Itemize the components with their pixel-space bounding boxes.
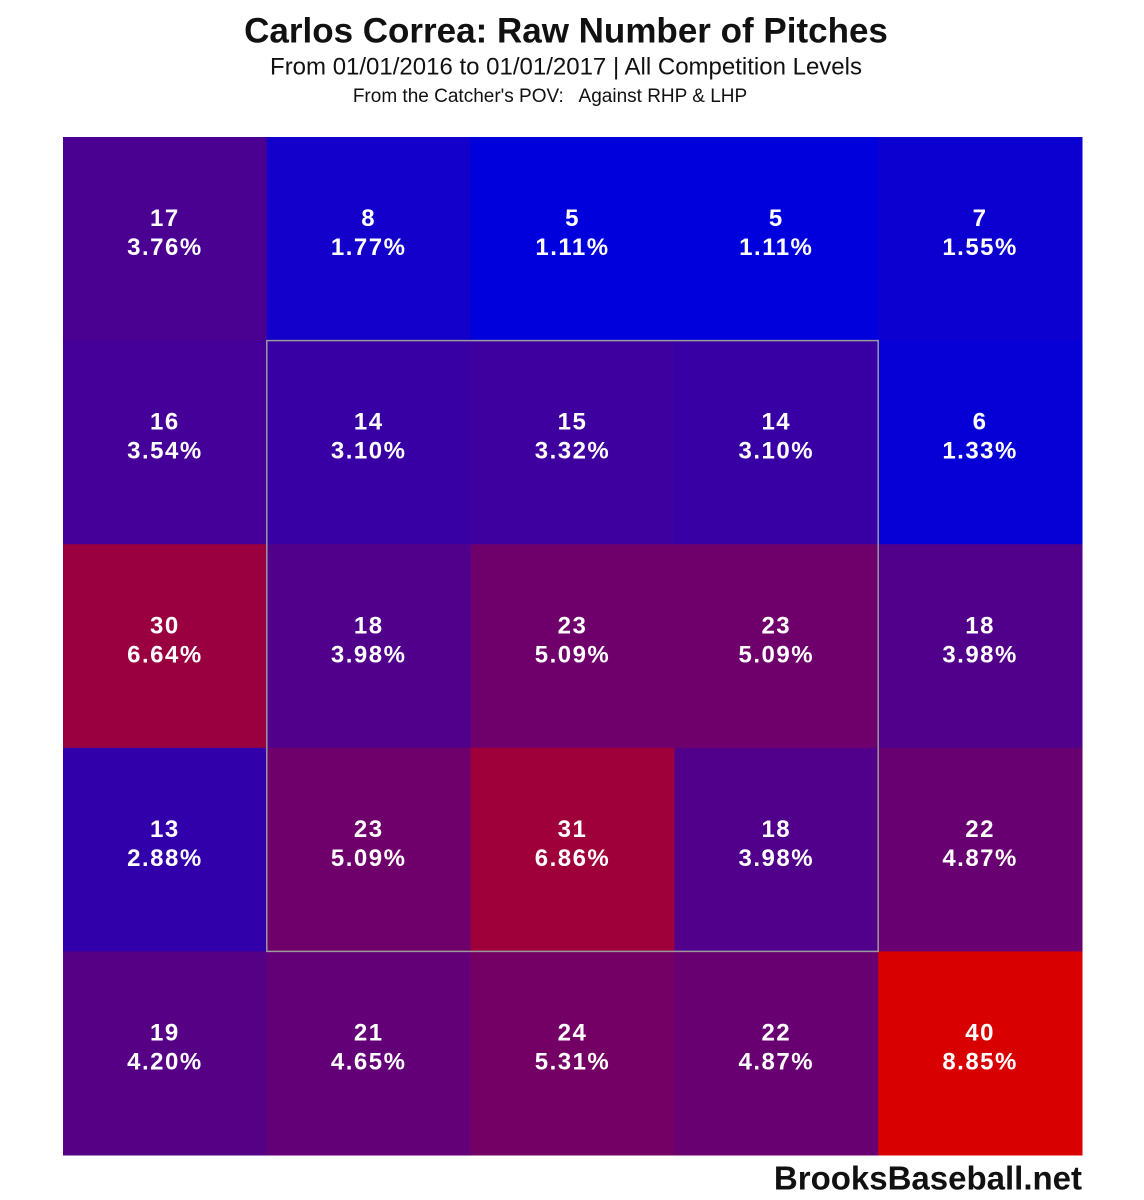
- strike-zone: [266, 339, 879, 953]
- heatmap-cell: [470, 951, 675, 1156]
- cell-count: 5: [769, 205, 784, 232]
- cell-percent: 8.85%: [942, 1049, 1018, 1076]
- cell-percent: 3.98%: [739, 845, 815, 872]
- cell-count: 23: [761, 612, 791, 639]
- heatmap-cell: [878, 544, 1083, 749]
- cell-count: 18: [354, 612, 384, 639]
- cell-percent: 5.09%: [535, 641, 611, 668]
- cell-count: 23: [558, 612, 588, 639]
- heatmap-cell: [63, 544, 268, 749]
- heatmap-cell: [266, 951, 472, 1156]
- cell-percent: 4.20%: [127, 1049, 203, 1076]
- cell-count: 18: [965, 612, 995, 639]
- heatmap-grid: 173.76%81.77%51.11%51.11%71.55%163.54%14…: [63, 137, 1083, 1156]
- cell-count: 16: [150, 409, 180, 436]
- heatmap-cell: [470, 747, 675, 952]
- cell-count: 31: [558, 816, 588, 843]
- cell-percent: 4.87%: [739, 1049, 815, 1076]
- heatmap-cell: [63, 747, 268, 952]
- cell-percent: 1.77%: [331, 234, 407, 261]
- cell-percent: 4.65%: [331, 1049, 407, 1076]
- heatmap-cell: [470, 137, 675, 342]
- heatmap-cell: [878, 340, 1083, 545]
- cell-count: 24: [558, 1020, 588, 1047]
- cell-percent: 1.11%: [535, 234, 609, 261]
- heatmap-cell: [674, 544, 879, 749]
- cell-percent: 3.98%: [942, 641, 1018, 668]
- cell-count: 22: [761, 1020, 791, 1047]
- cell-percent: 4.87%: [942, 845, 1018, 872]
- heatmap-cell: [878, 951, 1083, 1156]
- heatmap-cell: [674, 747, 879, 952]
- heatmap-cell: [470, 544, 675, 749]
- cell-count: 13: [150, 816, 180, 843]
- heatmap-cell: [63, 340, 268, 545]
- cell-count: 21: [354, 1020, 384, 1047]
- heatmap-cell: [266, 544, 472, 749]
- heatmap-cell: [266, 340, 472, 545]
- cell-percent: 2.88%: [127, 845, 203, 872]
- cell-percent: 3.10%: [331, 438, 407, 465]
- cell-count: 19: [150, 1020, 180, 1047]
- cell-percent: 6.86%: [535, 845, 611, 872]
- cell-count: 8: [361, 205, 376, 232]
- heatmap-cell: [266, 137, 472, 342]
- cell-count: 7: [973, 205, 988, 232]
- cell-count: 5: [565, 205, 580, 232]
- cell-percent: 3.98%: [331, 641, 407, 668]
- cell-count: 14: [354, 409, 384, 436]
- credit: BrooksBaseball.net: [774, 1160, 1082, 1197]
- chart-subtitle: From 01/01/2016 to 01/01/2017 | All Comp…: [270, 53, 862, 80]
- heatmap-cell: [266, 747, 472, 952]
- heatmap-cell: [63, 951, 268, 1156]
- cell-count: 15: [558, 409, 588, 436]
- cell-percent: 3.32%: [535, 438, 611, 465]
- cell-count: 14: [761, 409, 791, 436]
- heatmap-cell: [674, 951, 879, 1156]
- cell-percent: 5.09%: [739, 641, 815, 668]
- cell-count: 17: [150, 205, 180, 232]
- cell-percent: 1.55%: [942, 234, 1018, 261]
- cell-percent: 5.09%: [331, 845, 407, 872]
- cell-count: 6: [973, 409, 988, 436]
- heatmap-cell: [674, 340, 879, 545]
- cell-percent: 3.76%: [127, 234, 203, 261]
- cell-percent: 3.10%: [739, 438, 815, 465]
- heatmap-cell: [470, 340, 675, 545]
- cell-percent: 1.33%: [942, 438, 1018, 465]
- cell-percent: 1.11%: [739, 234, 813, 261]
- cell-percent: 5.31%: [535, 1049, 611, 1076]
- cell-count: 30: [150, 612, 180, 639]
- chart-note: From the Catcher's POV: Against RHP & LH…: [353, 86, 747, 107]
- heatmap-cell: [674, 137, 879, 342]
- heatmap-cell: [878, 137, 1083, 342]
- heatmap-cell: [63, 137, 268, 342]
- cell-count: 22: [965, 816, 995, 843]
- cell-count: 40: [965, 1020, 995, 1047]
- heatmap-cell: [878, 747, 1083, 952]
- cell-percent: 3.54%: [127, 438, 203, 465]
- cell-percent: 6.64%: [127, 641, 203, 668]
- chart-title: Carlos Correa: Raw Number of Pitches: [244, 11, 888, 50]
- cell-count: 18: [761, 816, 791, 843]
- cell-count: 23: [354, 816, 384, 843]
